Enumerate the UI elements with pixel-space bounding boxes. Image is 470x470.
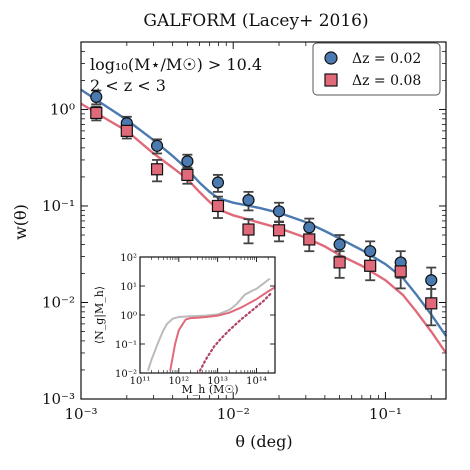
inset-tick-labels: 10¹¹ 10¹² 10¹³ 10¹⁴ 10⁻² 10⁻¹ 10⁰ 10¹ 10² [115,253,267,387]
chart-title: GALFORM (Lacey+ 2016) [143,11,368,31]
x-tick-label: 10⁻³ [64,405,97,423]
data-point-circle [303,221,316,234]
data-point-square [90,106,103,120]
data-point-square [303,233,316,246]
legend-label-series-2: Δz = 0.08 [352,73,421,89]
x-tick-label: 10⁻² [217,405,250,423]
data-point-circle [90,90,103,103]
legend-box [312,42,441,96]
inset-plot: 10¹¹ 10¹² 10¹³ 10¹⁴ 10⁻² 10⁻¹ 10⁰ 10¹ 10² M_h (M… [93,253,276,396]
data-point-circle [272,205,286,218]
inset-x-tick-label: 10¹⁴ [246,376,267,387]
y-tick-label: 10⁰ [50,100,75,118]
data-point-square [333,256,346,269]
y-tick-label: 10⁻¹ [42,197,75,215]
inset-x-tick-label: 10¹¹ [130,376,151,387]
main-plot: 10⁻³ 10⁻² 10⁻¹ 10⁻³ 10⁻² 10⁻¹ 10⁰ [42,41,447,423]
inset-curves [146,277,276,372]
data-point-square [181,168,194,181]
y-tick-label: 10⁻³ [42,390,75,408]
inset-curve-1 [146,277,271,372]
data-point-square [242,223,255,236]
data-point-square [150,163,164,176]
data-point-square [211,199,225,213]
data-point-square [364,259,377,272]
inset-y-tick-label: 10² [120,253,137,264]
x-tick-label: 10⁻¹ [369,405,402,423]
legend-marker-square [324,73,338,87]
annotation-mass-cut: log₁₀(M⋆/M☉) > 10.4 [90,55,262,74]
y-tick-label: 10⁻² [42,293,75,311]
legend-marker-circle [324,51,338,65]
data-point-square [425,297,438,310]
data-point-square [120,124,133,137]
model-curve-series-1 [80,88,447,337]
x-axis-label: θ (deg) [235,432,292,451]
data-point-circle [150,139,164,152]
model-curves [80,88,447,354]
data-point-circle [181,155,194,168]
annotation-redshift-range: 2 < z < 3 [90,76,166,95]
inset-curve-3 [198,291,273,372]
legend: Δz = 0.02 Δz = 0.08 [312,42,441,96]
main-tick-labels: 10⁻³ 10⁻² 10⁻¹ 10⁻³ 10⁻² 10⁻¹ 10⁰ [42,100,402,423]
inset-y-tick-label: 10⁻² [115,369,137,380]
legend-label-series-1: Δz = 0.02 [352,51,421,67]
data-point-circle [364,245,377,258]
data-point-circle [211,176,225,189]
y-axis-label: w(θ) [11,204,30,240]
data-point-circle [333,238,346,251]
model-curve-series-2 [80,102,447,354]
inset-curve-2 [169,286,276,371]
data-point-circle [425,274,438,287]
data-markers [90,90,438,310]
inset-x-axis-label: M_h (M☉) [181,383,238,396]
inset-y-tick-label: 10⁰ [120,311,137,322]
inset-frame [139,256,276,374]
inset-x-tick-label: 10¹² [168,376,189,387]
data-point-square [272,224,286,237]
inset-y-tick-label: 10¹ [120,282,137,293]
data-point-square [394,265,407,278]
inset-y-axis-label: ⟨N_g|M_h⟩ [93,286,107,344]
inset-y-tick-label: 10⁻¹ [115,340,137,351]
inset-x-tick-label: 10¹³ [207,376,228,387]
data-point-circle [242,194,255,207]
main-plot-frame [80,41,447,400]
